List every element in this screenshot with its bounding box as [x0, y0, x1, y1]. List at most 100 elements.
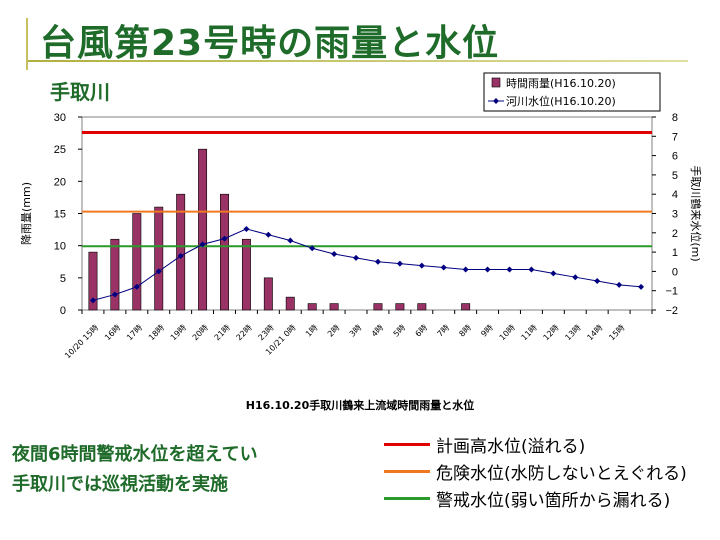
water-level-point	[287, 237, 294, 244]
danger-level-swatch	[384, 470, 430, 473]
right-tick-label: 5	[672, 170, 678, 182]
right-tick-label: 1	[672, 247, 678, 259]
plan-high-water-label: 計画高水位(溢れる)	[436, 437, 586, 457]
title-accent-bar	[26, 18, 28, 70]
rainfall-water-level-chart: 0 5 10 15 20 25 30 −2 −1 0 1 2 3 4 5 6 7 8 降雨量(mm) 手取川鶴来水位(…	[19, 72, 703, 360]
warning-level-label: 警戒水位(弱い箇所から漏れる)	[436, 491, 671, 511]
rain-bar	[88, 251, 98, 311]
warning-level-swatch	[384, 497, 430, 500]
x-tick-label: 21時	[213, 323, 232, 342]
x-tick-label: 2時	[326, 323, 342, 339]
right-tick-label: −2	[665, 305, 678, 317]
x-tick-label: 17時	[125, 323, 144, 342]
x-tick-label: 22時	[235, 323, 254, 342]
right-tick-label: 3	[672, 209, 678, 221]
x-tick-label: 15時	[607, 323, 626, 342]
left-tick-label: 0	[60, 305, 66, 317]
right-tick-label: −1	[665, 286, 678, 298]
rain-bar	[110, 238, 120, 311]
legend-level-marker	[493, 98, 499, 104]
water-level-point	[462, 266, 469, 273]
plan-high-water-swatch	[384, 443, 430, 446]
note-line-2: 手取川では巡視活動を実施	[12, 474, 228, 495]
left-tick-label: 15	[54, 209, 66, 221]
note-line-1: 夜間6時間警戒水位を超えてい	[12, 444, 258, 465]
water-level-point	[418, 262, 425, 269]
rain-bar	[307, 303, 317, 311]
chart-caption: H16.10.20手取川鶴来上流域時間雨量と水位	[245, 399, 475, 412]
right-axis-title: 手取川鶴来水位(m)	[689, 165, 703, 261]
rain-bar	[395, 303, 405, 311]
right-tick-label: 4	[672, 189, 678, 201]
water-level-point	[199, 241, 206, 248]
x-tick-label: 1時	[304, 323, 320, 339]
x-tick-label: 18時	[147, 323, 166, 342]
right-tick-label: 6	[672, 151, 678, 163]
left-tick-label: 20	[54, 176, 66, 188]
x-tick-label: 12時	[542, 323, 561, 342]
x-tick-label: 14時	[585, 323, 604, 342]
water-level-point	[572, 274, 579, 281]
water-level-point	[440, 264, 447, 271]
x-tick-label: 8時	[457, 323, 473, 339]
water-level-point	[155, 268, 162, 275]
water-level-point	[309, 245, 316, 252]
water-level-point	[374, 258, 381, 265]
chart-legend-box	[483, 72, 661, 112]
legend-level-label: 河川水位(H16.10.20)	[506, 94, 616, 108]
right-tick-label: 7	[672, 131, 678, 143]
x-tick-label: 23時	[257, 323, 276, 342]
water-level-point	[221, 235, 228, 242]
x-tick-label: 5時	[392, 323, 408, 339]
water-level-point	[528, 266, 535, 273]
water-level-point	[111, 291, 118, 298]
water-level-point	[353, 254, 360, 261]
legend-rain-label: 時間雨量(H16.10.20)	[506, 77, 616, 90]
water-level-point	[396, 260, 403, 267]
water-level-point	[550, 270, 557, 277]
rain-bar	[241, 238, 251, 311]
x-tick-label: 10/20 15時	[63, 323, 100, 360]
water-level-point	[484, 266, 491, 273]
water-level-point	[265, 231, 272, 238]
water-level-point	[638, 283, 645, 290]
x-tick-label: 6時	[414, 323, 430, 339]
right-tick-label: 2	[672, 228, 678, 240]
chart-subtitle: 手取川	[50, 80, 110, 104]
rain-bar	[329, 303, 339, 311]
water-level-point	[616, 281, 623, 288]
water-level-line	[92, 228, 642, 301]
left-tick-label: 30	[54, 112, 66, 124]
x-tick-label: 16時	[103, 323, 122, 342]
rain-bar	[220, 193, 229, 311]
rain-bar	[285, 296, 295, 311]
water-level-point	[243, 225, 250, 232]
right-tick-label: 8	[672, 112, 678, 124]
slide-title: 台風第23号時の雨量と水位	[40, 23, 500, 64]
rain-bar	[373, 303, 383, 311]
rain-bar	[154, 206, 164, 311]
x-tick-label: 7時	[436, 323, 452, 339]
plot-area	[81, 116, 653, 311]
x-tick-label: 3時	[348, 323, 364, 339]
left-tick-label: 10	[54, 241, 66, 253]
x-tick-label: 10時	[498, 323, 517, 342]
x-tick-label: 4時	[370, 323, 386, 339]
x-tick-label: 20時	[191, 323, 210, 342]
water-level-point	[331, 251, 338, 258]
danger-level-label: 危険水位(水防しないとえぐれる)	[436, 464, 687, 484]
rain-bar	[263, 277, 273, 311]
rain-bar	[198, 148, 208, 311]
left-axis-title: 降雨量(mm)	[19, 182, 33, 245]
water-level-point	[594, 278, 601, 285]
x-tick-label: 19時	[169, 323, 188, 342]
x-tick-label: 9時	[479, 323, 495, 339]
water-level-point	[177, 252, 184, 259]
rain-bar	[176, 193, 186, 311]
x-tick-label: 11時	[520, 323, 539, 342]
x-tick-label: 13時	[563, 323, 582, 342]
left-tick-label: 5	[60, 273, 66, 285]
left-tick-label: 25	[54, 144, 66, 156]
water-level-point	[506, 266, 513, 273]
water-level-point	[133, 283, 140, 290]
